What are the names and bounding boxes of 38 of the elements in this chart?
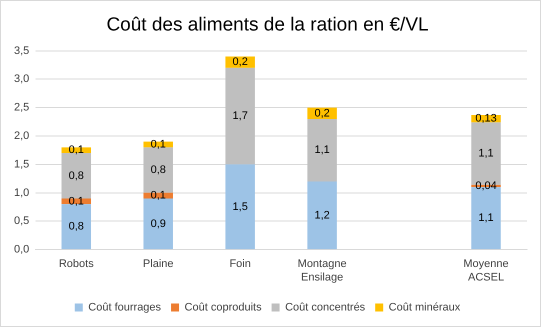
legend-label: Coût minéraux: [388, 302, 461, 314]
y-tick-label: 0,0: [14, 244, 30, 256]
x-tick-label: Robots: [58, 258, 94, 270]
x-tick-label: Montagne Ensilage: [298, 258, 347, 284]
y-tick-label: 3,0: [14, 73, 30, 86]
y-tick-label: 1,0: [14, 186, 30, 199]
legend-label: Coût concentrés: [285, 302, 366, 314]
data-label: 1,1: [478, 212, 494, 224]
bar: [225, 68, 255, 164]
bar: [307, 118, 337, 182]
x-tick-label: Moyenne ACSEL: [463, 258, 509, 284]
y-tick-label: 2,5: [14, 102, 30, 114]
x-tick-label: Plaine: [142, 258, 174, 270]
bar: [62, 153, 92, 198]
legend-label: Coût coproduits: [184, 302, 262, 314]
data-label: 0,9: [150, 218, 166, 230]
bar: [307, 181, 337, 250]
y-tick-label: 1,5: [14, 158, 30, 170]
bar: [62, 204, 92, 250]
data-label: 0,8: [68, 170, 84, 182]
data-label: 0,13: [475, 112, 497, 125]
data-label: 1,2: [314, 209, 330, 222]
bar: [225, 164, 255, 250]
data-label: 1,7: [232, 110, 248, 122]
data-label: 1,1: [478, 148, 494, 160]
data-label: 0,2: [314, 107, 330, 120]
data-label: 0,2: [232, 56, 248, 68]
data-label: 1,1: [314, 144, 330, 156]
data-label: 0,8: [150, 164, 166, 176]
legend-label: Coût fourrages: [88, 302, 162, 314]
y-tick-label: 0,5: [14, 215, 30, 228]
y-tick-label: 2,0: [14, 130, 30, 142]
x-tick-label: Foin: [229, 258, 251, 270]
data-label: 1,5: [232, 200, 248, 213]
y-tick-label: 3,5: [14, 44, 30, 57]
bar: [143, 198, 173, 250]
data-label: 0,8: [68, 220, 84, 233]
chart-title: Coût des aliments de la ration en €/VL: [106, 14, 429, 36]
